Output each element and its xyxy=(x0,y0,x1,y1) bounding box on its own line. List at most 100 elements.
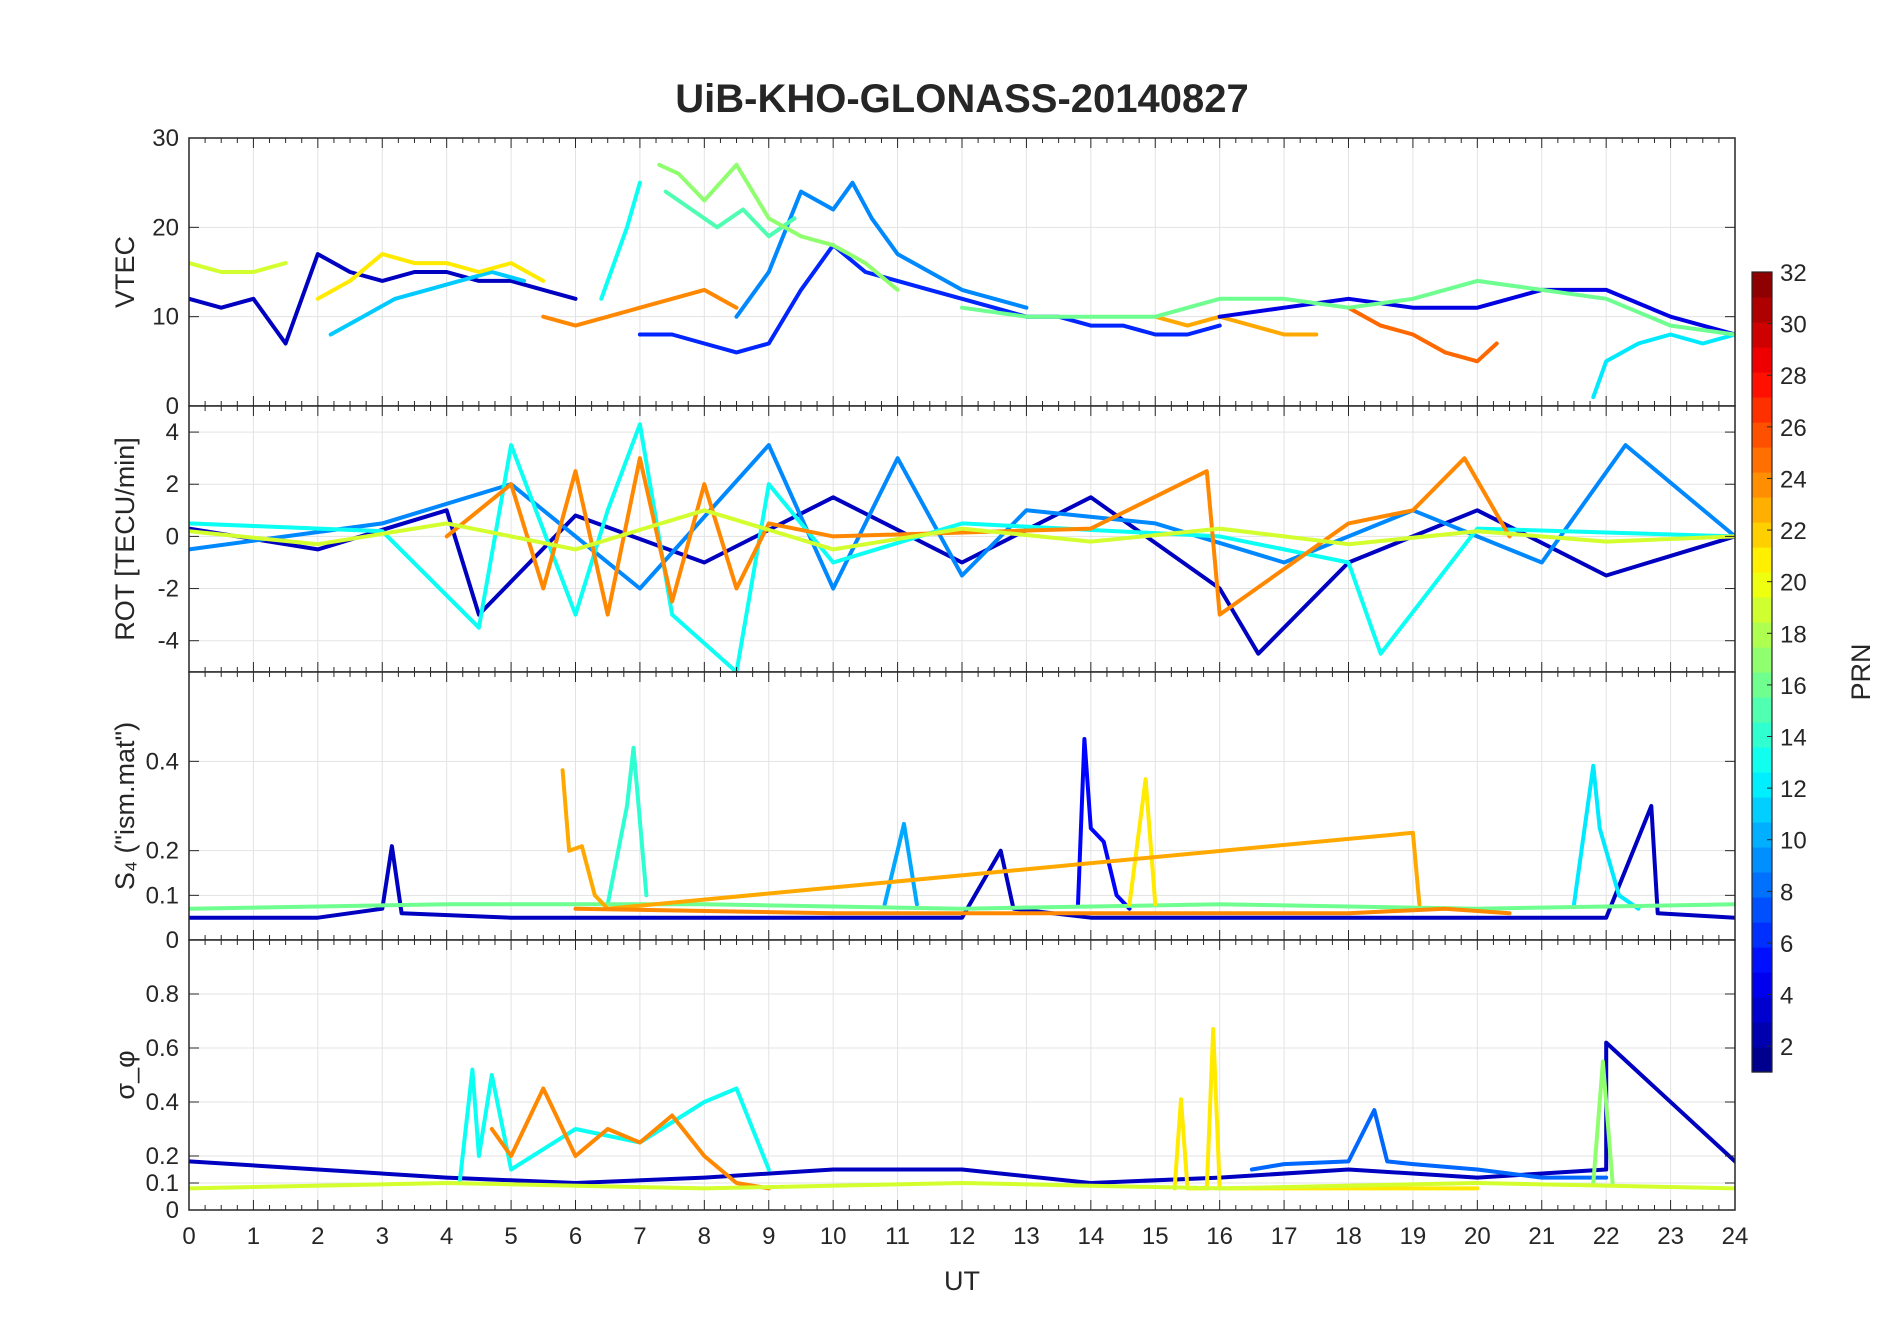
series-prn-21 xyxy=(1127,777,1158,907)
series-prn-19 xyxy=(189,1181,1735,1191)
colorbar-swatch xyxy=(1752,422,1772,448)
x-tick-label: 11 xyxy=(885,1223,910,1250)
y-tick-label: 0 xyxy=(166,393,179,420)
y-tick-label: 30 xyxy=(152,125,179,152)
colorbar-tick-label: 24 xyxy=(1780,466,1807,493)
y-tick-label: 0.2 xyxy=(146,838,179,865)
colorbar-swatch xyxy=(1752,647,1772,673)
colorbar-tick-label: 28 xyxy=(1780,363,1807,390)
y-tick-label: -4 xyxy=(158,628,179,655)
series-prn-21 xyxy=(1172,1027,1480,1191)
x-tick-label: 8 xyxy=(698,1223,711,1250)
x-tick-label: 15 xyxy=(1142,1223,1169,1250)
y-tick-label: 4 xyxy=(166,419,179,446)
colorbar-swatch xyxy=(1752,522,1772,548)
series-prn-24 xyxy=(489,1086,771,1191)
x-tick-label: 16 xyxy=(1206,1223,1233,1250)
series-prn-3 xyxy=(189,495,1735,656)
colorbar-swatch xyxy=(1752,297,1772,323)
series-prn-24 xyxy=(541,287,739,328)
colorbar-tick-label: 30 xyxy=(1780,312,1807,339)
colorbar-swatch xyxy=(1752,597,1772,623)
colorbar-tick-label: 10 xyxy=(1780,828,1807,855)
colorbar-label: PRN xyxy=(1846,643,1876,700)
colorbar-tick-label: 6 xyxy=(1780,931,1793,958)
colorbar-swatch xyxy=(1752,372,1772,398)
series-prn-24 xyxy=(573,906,1512,916)
x-tick-label: 18 xyxy=(1335,1223,1362,1250)
series-prn-6 xyxy=(637,243,1222,355)
y-axis-label: S₄ ("ism.mat") xyxy=(110,722,140,890)
x-tick-label: 17 xyxy=(1271,1223,1298,1250)
series-prn-16 xyxy=(189,902,1735,911)
x-tick-label: 13 xyxy=(1013,1223,1040,1250)
x-axis-label: UT xyxy=(944,1266,980,1296)
panel-vtec: 0 10 20 30 VTEC xyxy=(110,125,1736,420)
series-prn-10 xyxy=(882,821,919,907)
series-prn-24 xyxy=(444,456,1512,617)
series-prn-8 xyxy=(1249,1108,1609,1180)
x-tick-label: 23 xyxy=(1657,1223,1684,1250)
y-tick-label: 0.6 xyxy=(146,1035,179,1062)
series-prn-25 xyxy=(1346,305,1499,364)
x-tick-label: 21 xyxy=(1528,1223,1555,1250)
colorbar-swatch xyxy=(1752,747,1772,773)
colorbar-tick-label: 32 xyxy=(1780,260,1807,287)
x-tick-label: 6 xyxy=(569,1223,582,1250)
colorbar-swatch xyxy=(1752,322,1772,348)
colorbar-swatch xyxy=(1752,822,1772,848)
colorbar-swatch xyxy=(1752,722,1772,748)
colorbar-swatch xyxy=(1752,897,1772,923)
colorbar-swatch xyxy=(1752,922,1772,948)
x-tick-label: 7 xyxy=(633,1223,646,1250)
colorbar-swatch xyxy=(1752,872,1772,898)
colorbar-swatch xyxy=(1752,847,1772,873)
colorbar-swatch xyxy=(1752,572,1772,598)
colorbar-tick-label: 8 xyxy=(1780,879,1793,906)
series-prn-9 xyxy=(189,443,1735,591)
colorbar-tick-label: 4 xyxy=(1780,983,1793,1010)
colorbar-swatch xyxy=(1752,1022,1772,1048)
series-prn-13 xyxy=(599,180,642,301)
y-tick-label: 0 xyxy=(166,523,179,550)
panel-sigma-phi: 00.10.20.40.60.8σ_φ0 1 2 3 4 5 6 7 8 9 10 11 12 13 14 1… xyxy=(110,939,1749,1250)
series-prn-13 xyxy=(189,422,1735,672)
colorbar-swatch xyxy=(1752,972,1772,998)
panel-rot: -4 -2 0 2 4 ROT [TECU/min] xyxy=(110,405,1736,673)
y-tick-label: 0.4 xyxy=(146,1089,179,1116)
colorbar-swatch xyxy=(1752,397,1772,423)
colorbar-swatch xyxy=(1752,672,1772,698)
colorbar-swatch xyxy=(1752,772,1772,798)
x-tick-label: 9 xyxy=(762,1223,775,1250)
series-prn-5 xyxy=(1076,737,1132,911)
y-axis-label: σ_φ xyxy=(110,1050,140,1099)
series-group xyxy=(189,737,1735,920)
colorbar-tick-label: 16 xyxy=(1780,673,1807,700)
series-prn-4 xyxy=(1217,287,1735,337)
x-tick-label: 24 xyxy=(1722,1223,1749,1250)
x-tick-label: 12 xyxy=(949,1223,976,1250)
x-tick-label: 4 xyxy=(440,1223,453,1250)
series-prn-9 xyxy=(734,180,1029,319)
colorbar-swatch xyxy=(1752,447,1772,473)
colorbar-swatch xyxy=(1752,1047,1772,1073)
series-prn-23 xyxy=(1153,314,1319,337)
y-tick-label: 10 xyxy=(152,304,179,331)
colorbar-swatch xyxy=(1752,622,1772,648)
y-tick-label: -2 xyxy=(158,576,179,603)
colorbar-tick-label: 2 xyxy=(1780,1034,1793,1061)
colorbar-swatch xyxy=(1752,472,1772,498)
colorbar-swatch xyxy=(1752,547,1772,573)
y-tick-label: 0.4 xyxy=(146,748,179,775)
colorbar-tick-label: 26 xyxy=(1780,415,1807,442)
colorbar-swatch xyxy=(1752,697,1772,723)
colorbar-frame xyxy=(1751,271,1773,1073)
y-axis-label: ROT [TECU/min] xyxy=(110,437,140,641)
colorbar-tick-label: 22 xyxy=(1780,518,1807,545)
series-prn-23 xyxy=(560,768,1422,911)
colorbar-swatch xyxy=(1752,347,1772,373)
colorbar-swatch xyxy=(1752,947,1772,973)
y-tick-label: 0.8 xyxy=(146,981,179,1008)
